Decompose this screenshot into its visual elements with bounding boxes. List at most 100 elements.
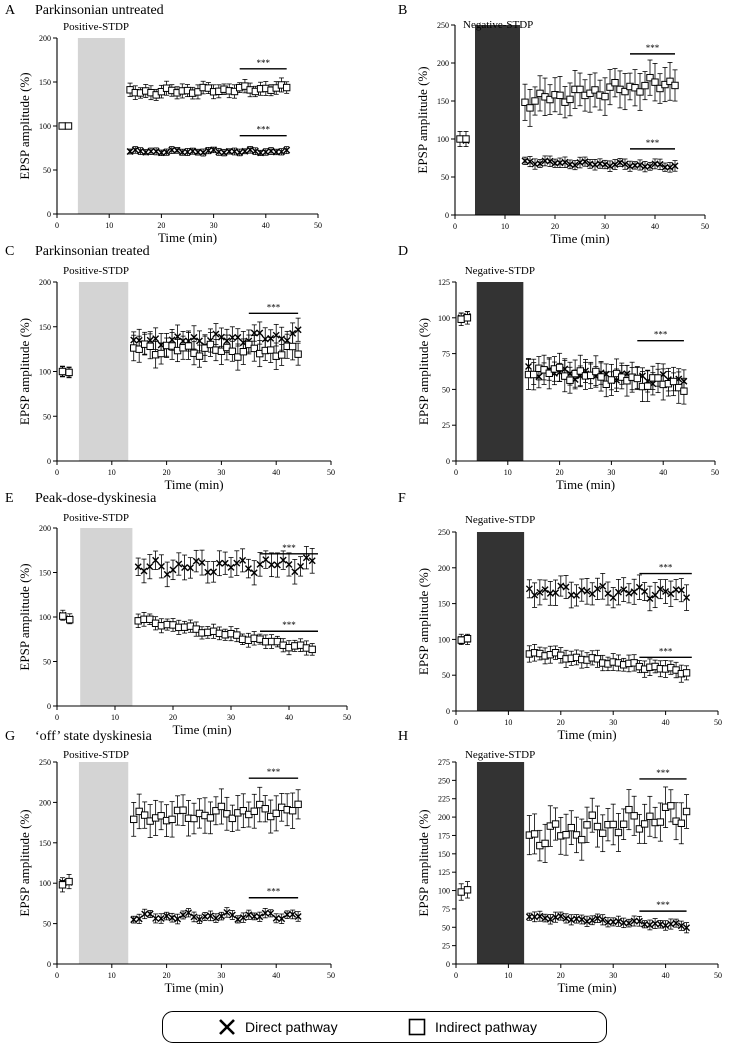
data-point-direct-stroke (672, 919, 680, 927)
data-point-indirect (206, 340, 215, 349)
data-point-direct-stroke (147, 147, 155, 155)
data-point-direct-stroke (152, 147, 160, 155)
protocol-window-bar (80, 528, 133, 706)
data-point-indirect (555, 363, 564, 372)
significance-label: *** (282, 543, 296, 553)
data-point-direct-stroke (152, 914, 160, 922)
data-point-indirect (646, 73, 654, 82)
data-point-indirect (671, 81, 679, 90)
data-point-direct (672, 919, 680, 927)
data-point-direct (152, 914, 160, 922)
data-point-direct-stroke (525, 913, 533, 921)
y-tick-label: 0 (47, 702, 51, 711)
data-point-direct (141, 910, 149, 918)
data-point-indirect (583, 821, 591, 829)
x-tick-label: 10 (504, 718, 512, 727)
x-axis-label: Time (min) (550, 231, 609, 246)
x-tick-label: 50 (714, 718, 722, 727)
data-point-indirect (646, 812, 654, 821)
y-tick-label: 100 (437, 135, 449, 144)
data-point-indirect (233, 631, 241, 639)
y-tick-label: 200 (437, 59, 449, 68)
data-point-direct (302, 554, 310, 562)
data-point-indirect (630, 659, 638, 667)
data-point-direct-stroke (168, 914, 176, 922)
data-point-direct (599, 582, 607, 590)
data-point-indirect (463, 634, 472, 643)
data-point-direct-stroke (146, 910, 154, 918)
x-tick-label: 20 (556, 468, 564, 477)
data-point-direct-stroke (250, 329, 258, 337)
data-point-indirect (267, 346, 275, 354)
x-axis-label: Time (min) (158, 230, 217, 245)
data-point-direct (221, 559, 229, 567)
data-point-direct (614, 917, 622, 925)
data-point-direct-stroke (604, 918, 612, 926)
data-point-direct (616, 158, 624, 166)
data-point-direct (185, 909, 193, 917)
x-tick-label: 10 (105, 221, 113, 230)
data-point-direct-stroke (174, 915, 182, 923)
data-point-direct (285, 560, 293, 568)
data-point-direct (210, 146, 218, 154)
data-point-indirect (640, 820, 649, 828)
data-point-direct-stroke (557, 912, 565, 920)
protocol-window-bar (476, 762, 525, 964)
data-point-indirect (641, 81, 649, 90)
y-tick-label: 200 (438, 564, 450, 573)
data-point-direct (135, 915, 143, 923)
data-point-direct-stroke (573, 591, 581, 599)
x-tick-label: 30 (210, 221, 218, 230)
data-point-direct-stroke (531, 591, 539, 599)
data-point-direct (646, 921, 654, 929)
data-point-direct-stroke (541, 914, 549, 922)
data-point-direct (234, 915, 242, 923)
panel-letter: G (5, 729, 15, 744)
data-point-indirect (456, 135, 464, 143)
chart-panel-d: D Negative-STDP 0 25 50 75 100 125 0 10 20 30 40 50 Ti… (398, 244, 719, 492)
data-point-direct-stroke (546, 157, 554, 165)
significance-label: *** (656, 768, 670, 778)
data-point-indirect (551, 820, 560, 828)
data-point-direct-stroke (604, 590, 612, 598)
y-axis-label: EPSP amplitude (%) (17, 809, 32, 916)
data-point-direct-stroke (173, 146, 181, 154)
data-point-direct-stroke (625, 919, 633, 927)
data-point-indirect (530, 830, 539, 838)
chart-panel-e: E Peak-dose-dyskinesiaPositive-STDP050100… (5, 491, 351, 737)
data-point-direct (291, 568, 299, 576)
data-point-indirect (562, 831, 570, 839)
data-point-direct (163, 912, 171, 920)
data-point-indirect (651, 78, 659, 86)
data-point-direct-stroke (146, 563, 154, 571)
x-tick-label: 30 (601, 222, 609, 231)
data-point-direct-stroke (576, 159, 584, 167)
data-point-direct-stroke (611, 160, 619, 168)
data-point-direct-stroke (195, 915, 203, 923)
data-point-direct (646, 162, 654, 170)
data-point-indirect (308, 645, 316, 654)
data-point-direct (536, 588, 544, 596)
data-point-direct-stroke (656, 920, 664, 928)
data-point-direct (250, 569, 258, 577)
data-point-indirect (462, 135, 470, 143)
protocol-window-bar (476, 282, 524, 461)
data-point-direct (189, 147, 197, 155)
data-point-direct (250, 329, 258, 337)
y-tick-label: 275 (438, 758, 450, 767)
data-point-indirect (576, 85, 584, 94)
data-point-direct-stroke (228, 911, 236, 919)
data-point-direct-stroke (606, 162, 614, 170)
data-point-direct (308, 557, 316, 565)
data-point-direct (262, 556, 270, 564)
data-point-direct (239, 914, 247, 922)
data-point-direct-stroke (562, 583, 570, 591)
data-point-direct (614, 588, 622, 596)
y-tick-label: 150 (39, 323, 51, 332)
data-point-indirect (190, 814, 198, 823)
data-point-direct (278, 335, 286, 343)
significance-label: *** (267, 302, 281, 312)
data-point-direct-stroke (201, 913, 209, 921)
data-point-direct (261, 909, 269, 917)
data-point-indirect (146, 342, 154, 351)
